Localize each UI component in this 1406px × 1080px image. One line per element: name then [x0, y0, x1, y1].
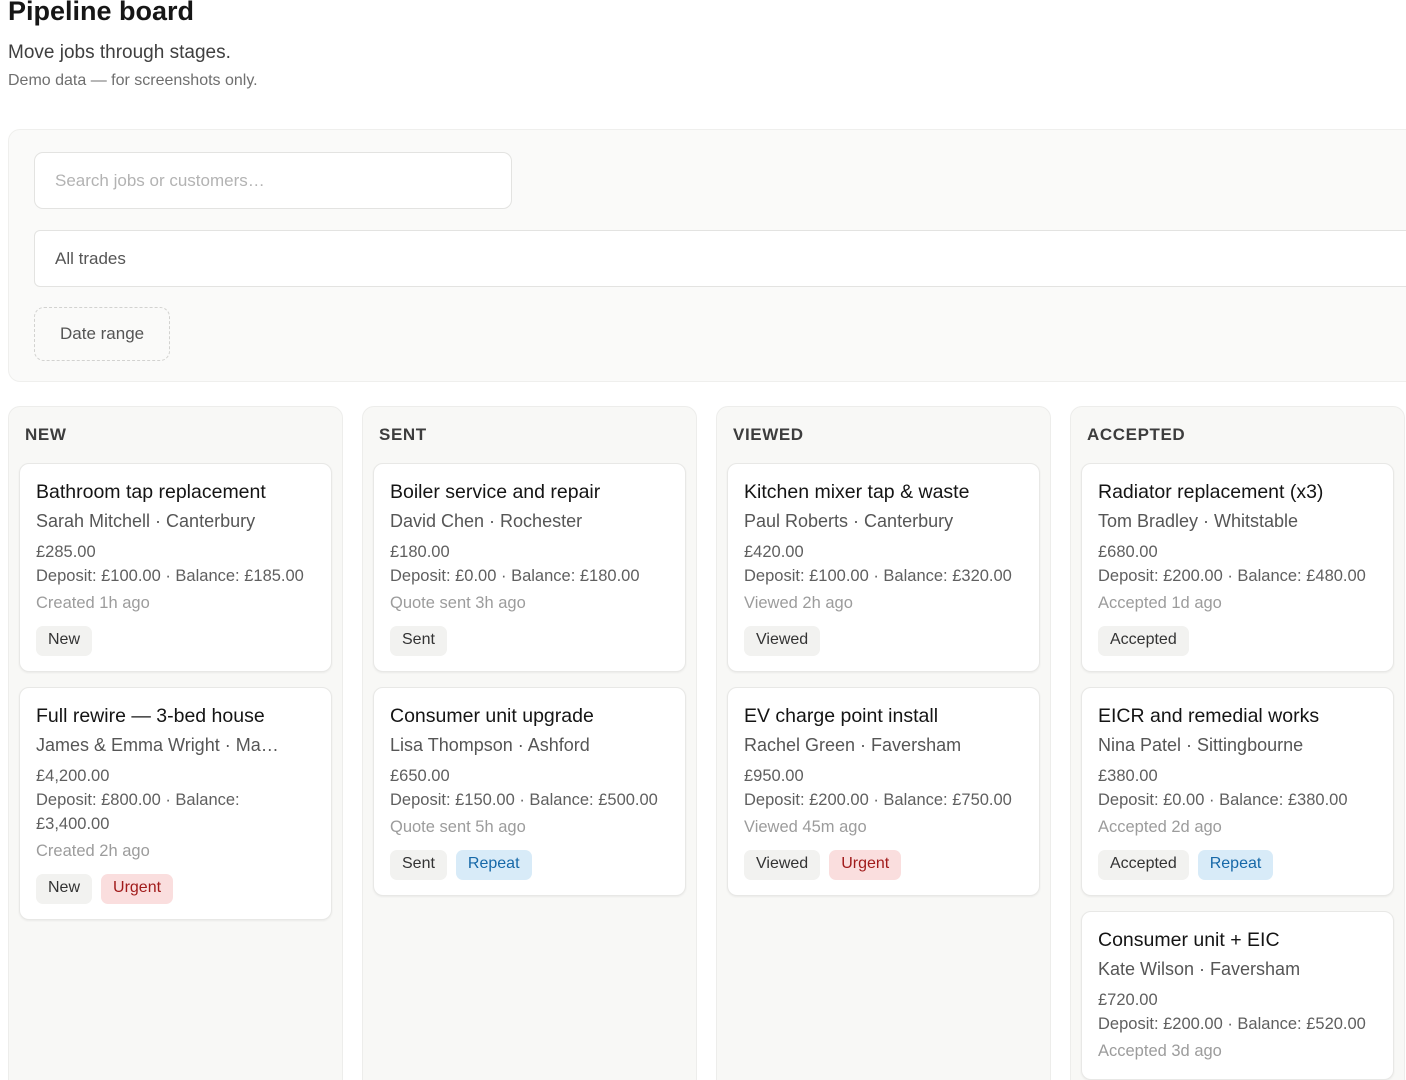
job-customer: Sarah Mitchell · Canterbury: [36, 511, 256, 532]
job-card[interactable]: Radiator replacement (x3) Tom Bradley · …: [1081, 463, 1394, 673]
column-title: SENT: [379, 425, 427, 445]
job-title: Boiler service and repair: [390, 481, 601, 504]
page-header: Pipeline board Move jobs through stages.…: [8, 0, 1406, 92]
job-card[interactable]: Full rewire — 3-bed house James & Emma W…: [19, 687, 332, 921]
job-payments: Deposit: £200.00 · Balance: £520.00: [1098, 1015, 1366, 1034]
job-customer: James & Emma Wright · Ma…: [36, 735, 279, 756]
repeat-badge: Repeat: [1197, 850, 1274, 881]
status-badge: New: [36, 874, 93, 905]
badge-row: Accepted: [1098, 626, 1377, 657]
job-meta: Quote sent 5h ago: [390, 818, 526, 837]
job-payments: Deposit: £0.00 · Balance: £380.00: [1098, 791, 1348, 810]
badge-row: Sent Repeat: [390, 850, 669, 881]
search-input[interactable]: [34, 152, 512, 210]
page-title: Pipeline board: [8, 0, 195, 26]
job-payments: Deposit: £200.00 · Balance: £480.00: [1098, 567, 1366, 586]
job-title: Full rewire — 3-bed house: [36, 705, 265, 728]
status-badge: New: [36, 626, 93, 657]
job-title: EICR and remedial works: [1098, 705, 1320, 728]
column-title: VIEWED: [733, 425, 804, 445]
status-badge: Sent: [390, 850, 447, 881]
job-card[interactable]: Boiler service and repair David Chen · R…: [373, 463, 686, 673]
status-badge: Sent: [390, 626, 447, 657]
job-meta: Created 1h ago: [36, 594, 150, 613]
job-customer: Kate Wilson · Faversham: [1098, 959, 1301, 980]
job-meta: Viewed 45m ago: [744, 818, 867, 837]
job-card[interactable]: EV charge point install Rachel Green · F…: [727, 687, 1040, 897]
job-meta: Created 2h ago: [36, 842, 150, 861]
column-title: ACCEPTED: [1087, 425, 1186, 445]
badge-row: New: [36, 626, 315, 657]
job-title: Radiator replacement (x3): [1098, 481, 1324, 504]
badge-row: Viewed: [744, 626, 1023, 657]
job-price: £720.00: [1098, 991, 1158, 1010]
job-customer: Tom Bradley · Whitstable: [1098, 511, 1299, 532]
job-title: Consumer unit + EIC: [1098, 929, 1280, 952]
job-payments: Deposit: £150.00 · Balance: £500.00: [390, 791, 658, 810]
job-title: Bathroom tap replacement: [36, 481, 266, 504]
trade-filter-select[interactable]: All trades: [34, 230, 1406, 288]
column-viewed: VIEWED Kitchen mixer tap & waste Paul Ro…: [716, 406, 1051, 1080]
pipeline-board: NEW Bathroom tap replacement Sarah Mitch…: [8, 406, 1406, 1080]
job-title: Kitchen mixer tap & waste: [744, 481, 970, 504]
job-meta: Viewed 2h ago: [744, 594, 853, 613]
job-card[interactable]: EICR and remedial works Nina Patel · Sit…: [1081, 687, 1394, 897]
job-card[interactable]: Consumer unit + EIC Kate Wilson · Favers…: [1081, 911, 1394, 1080]
urgent-badge: Urgent: [829, 850, 902, 881]
job-meta: Quote sent 3h ago: [390, 594, 526, 613]
column-new: NEW Bathroom tap replacement Sarah Mitch…: [8, 406, 343, 1080]
job-price: £180.00: [390, 543, 450, 562]
urgent-badge: Urgent: [101, 874, 174, 905]
job-price: £380.00: [1098, 767, 1158, 786]
job-price: £950.00: [744, 767, 804, 786]
job-customer: Nina Patel · Sittingbourne: [1098, 735, 1304, 756]
column-accepted: ACCEPTED Radiator replacement (x3) Tom B…: [1070, 406, 1405, 1080]
job-meta: Accepted 1d ago: [1098, 594, 1222, 613]
repeat-badge: Repeat: [455, 850, 532, 881]
job-payments: Deposit: £100.00 · Balance: £320.00: [744, 567, 1012, 586]
job-price: £650.00: [390, 767, 450, 786]
column-sent: SENT Boiler service and repair David Che…: [362, 406, 697, 1080]
date-range-button[interactable]: Date range: [34, 307, 171, 362]
status-badge: Viewed: [744, 626, 821, 657]
status-badge: Accepted: [1098, 850, 1189, 881]
demo-note: Demo data — for screenshots only.: [8, 72, 258, 90]
job-customer: Lisa Thompson · Ashford: [390, 735, 590, 756]
job-card[interactable]: Bathroom tap replacement Sarah Mitchell …: [19, 463, 332, 673]
job-customer: Paul Roberts · Canterbury: [744, 511, 954, 532]
job-meta: Accepted 2d ago: [1098, 818, 1222, 837]
job-card[interactable]: Consumer unit upgrade Lisa Thompson · As…: [373, 687, 686, 897]
job-price: £420.00: [744, 543, 804, 562]
page-subtitle: Move jobs through stages.: [8, 41, 231, 63]
job-title: Consumer unit upgrade: [390, 705, 594, 728]
job-payments: Deposit: £800.00 · Balance: £3,400.00: [36, 791, 240, 834]
job-price: £4,200.00: [36, 767, 110, 786]
job-price: £285.00: [36, 543, 96, 562]
badge-row: Accepted Repeat: [1098, 850, 1377, 881]
job-customer: David Chen · Rochester: [390, 511, 583, 532]
job-title: EV charge point install: [744, 705, 939, 728]
badge-row: Sent: [390, 626, 669, 657]
status-badge: Viewed: [744, 850, 821, 881]
job-card[interactable]: Kitchen mixer tap & waste Paul Roberts ·…: [727, 463, 1040, 673]
job-payments: Deposit: £200.00 · Balance: £750.00: [744, 791, 1012, 810]
filter-panel: All trades Date range: [8, 129, 1406, 383]
column-title: NEW: [25, 425, 67, 445]
job-payments: Deposit: £0.00 · Balance: £180.00: [390, 567, 640, 586]
job-payments: Deposit: £100.00 · Balance: £185.00: [36, 567, 304, 586]
status-badge: Accepted: [1098, 626, 1189, 657]
job-customer: Rachel Green · Faversham: [744, 735, 962, 756]
badge-row: New Urgent: [36, 874, 315, 905]
job-meta: Accepted 3d ago: [1098, 1042, 1222, 1061]
job-price: £680.00: [1098, 543, 1158, 562]
badge-row: Viewed Urgent: [744, 850, 1023, 881]
